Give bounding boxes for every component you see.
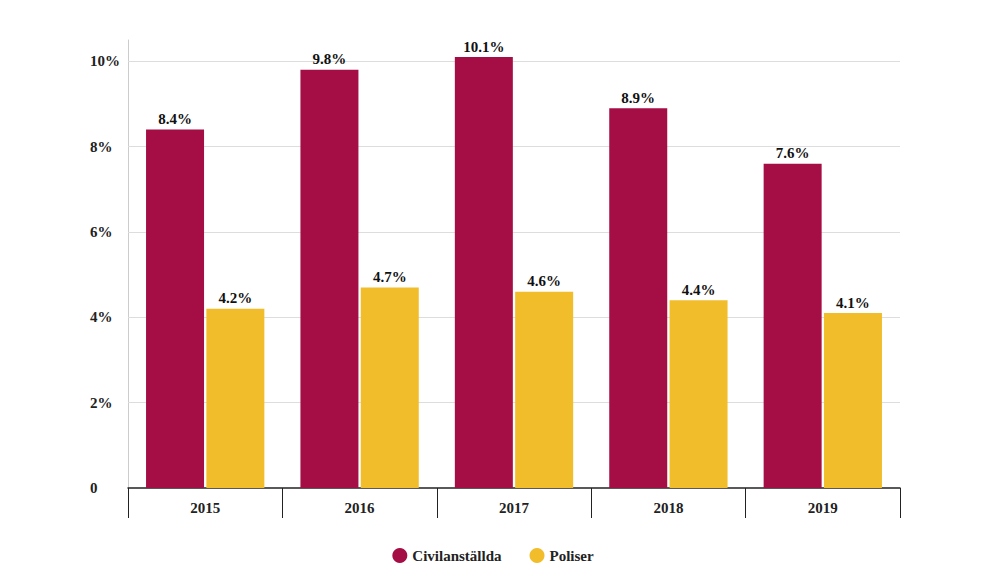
svg-text:4.7%: 4.7% [373,269,407,285]
svg-text:2018: 2018 [653,500,683,516]
svg-text:4.6%: 4.6% [527,273,561,289]
svg-text:2015: 2015 [190,500,220,516]
svg-text:2016: 2016 [345,500,376,516]
svg-text:9.8%: 9.8% [313,51,347,67]
svg-text:8%: 8% [90,139,113,155]
svg-text:4.1%: 4.1% [836,295,870,311]
svg-text:6%: 6% [90,224,113,240]
svg-text:8.4%: 8.4% [158,111,192,127]
svg-text:2%: 2% [90,395,113,411]
svg-text:8.9%: 8.9% [621,90,655,106]
svg-text:10.1%: 10.1% [463,39,504,55]
svg-text:0: 0 [90,480,98,496]
svg-text:10%: 10% [90,53,120,69]
svg-text:7.6%: 7.6% [776,145,810,161]
svg-text:Poliser: Poliser [550,548,594,564]
svg-text:4.2%: 4.2% [218,290,252,306]
svg-text:2017: 2017 [499,500,530,516]
svg-text:4%: 4% [90,309,113,325]
svg-text:2019: 2019 [808,500,838,516]
svg-text:4.4%: 4.4% [682,282,716,298]
svg-text:Civilanställda: Civilanställda [412,548,502,564]
